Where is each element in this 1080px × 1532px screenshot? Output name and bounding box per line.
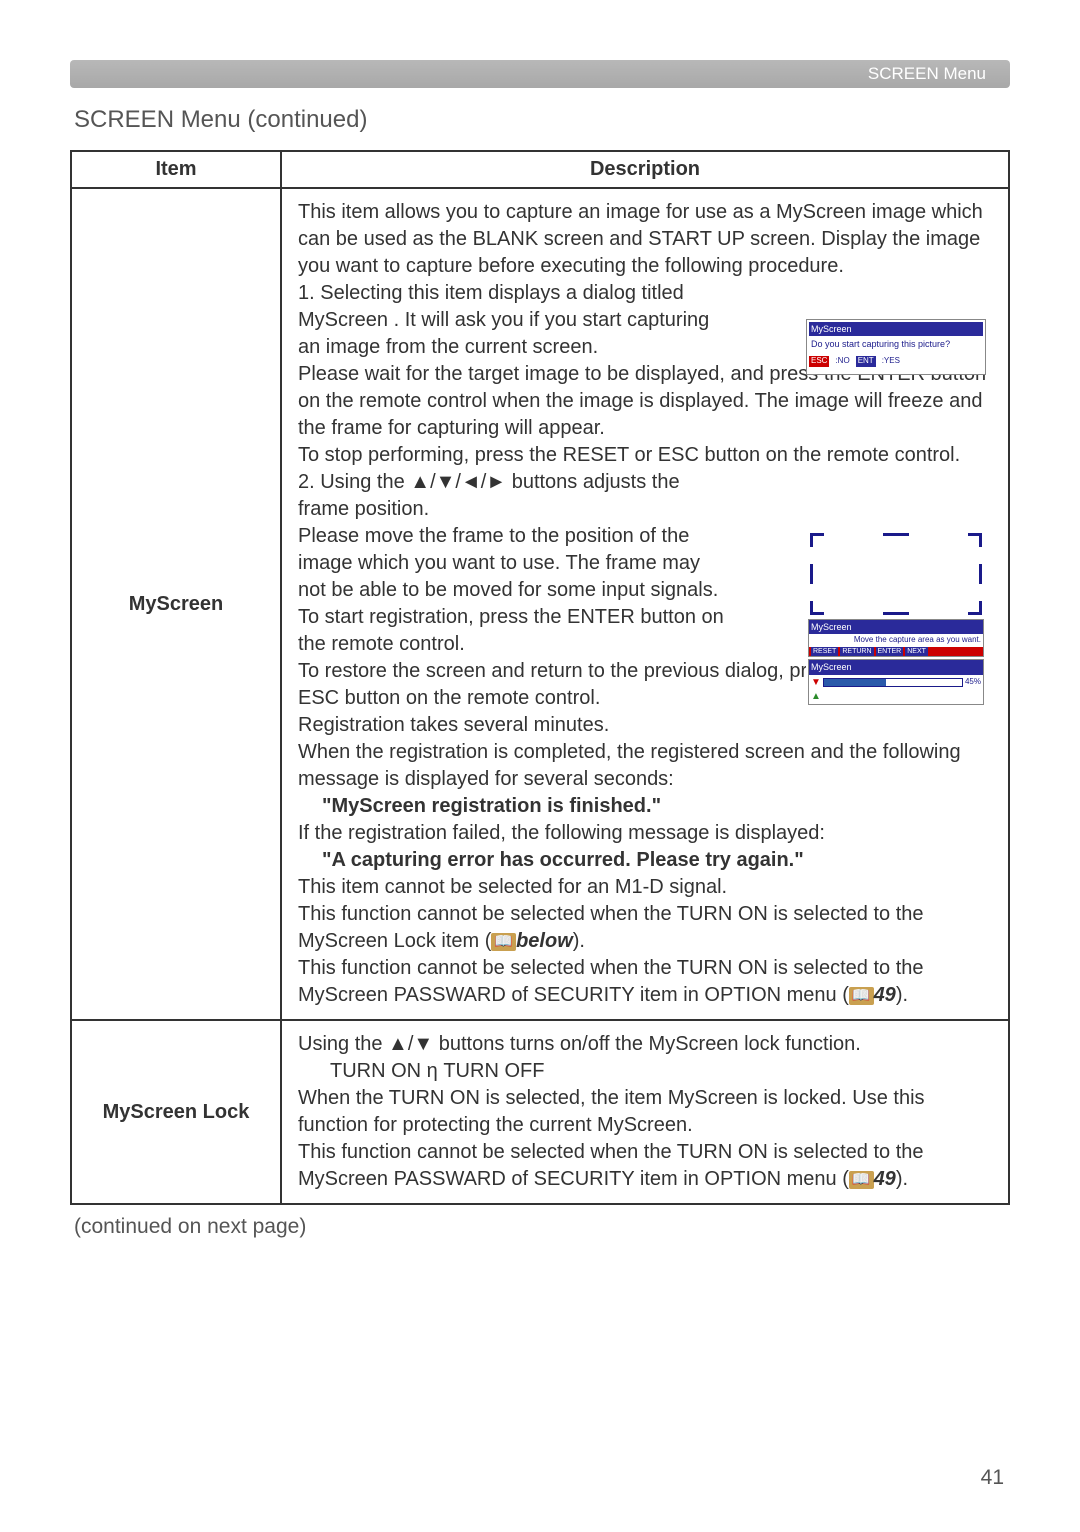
item-myscreen: MyScreen: [71, 188, 281, 1020]
no-label: :NO: [835, 356, 849, 367]
return-badge: RETURN: [840, 647, 873, 656]
yes-label: :YES: [882, 356, 900, 367]
page-number: 41: [981, 1466, 1004, 1490]
progress-pct: 45%: [965, 677, 981, 688]
desc-text: When the TURN ON is selected, the item M…: [298, 1085, 992, 1139]
dialog-body: Do you start capturing this picture?: [809, 336, 983, 352]
desc-text: This function cannot be selected when th…: [298, 1139, 992, 1193]
table-row: MyScreen This item allows you to capture…: [71, 188, 1009, 1020]
section-title: SCREEN Menu (continued): [70, 106, 1010, 134]
desc-text: This item allows you to capture an image…: [298, 199, 992, 280]
note-emph: below: [516, 930, 573, 952]
desc-myscreen-lock: Using the ▲/▼ buttons turns on/off the M…: [281, 1020, 1009, 1204]
note-span: This function cannot be selected when th…: [298, 903, 924, 952]
esc-badge: ESC: [809, 356, 829, 367]
dialog-body: Move the capture area as you want.: [809, 634, 983, 647]
reset-badge: RESET: [811, 647, 838, 656]
note-emph: 49: [874, 984, 896, 1006]
dialog-move-frame: MyScreen Move the capture area as you wa…: [808, 619, 984, 657]
dialog-title: MyScreen: [809, 660, 983, 674]
arrow-down-icon: ▼: [811, 676, 821, 690]
header-bar-text: SCREEN Menu: [868, 64, 986, 84]
desc-bold: "A capturing error has occurred. Please …: [298, 847, 992, 874]
progress-bar: [823, 678, 963, 687]
header-bar: SCREEN Menu: [70, 60, 1010, 88]
desc-text: Using the ▲/▼ buttons turns on/off the M…: [298, 1031, 992, 1058]
book-icon: 📖: [491, 933, 516, 951]
desc-text: Please move the frame to the position of…: [298, 523, 728, 604]
ent-badge: ENT: [856, 356, 876, 367]
desc-text: 2. Using the ▲/▼/◄/► buttons adjusts the…: [298, 469, 728, 523]
table-row: MyScreen Lock Using the ▲/▼ buttons turn…: [71, 1020, 1009, 1204]
note-span: ).: [573, 930, 585, 952]
book-icon: 📖: [849, 987, 874, 1005]
desc-text: To stop performing, press the RESET or E…: [298, 442, 992, 469]
desc-myscreen: This item allows you to capture an image…: [281, 188, 1009, 1020]
screen-menu-table: Item Description MyScreen This item allo…: [70, 150, 1010, 1205]
book-icon: 📖: [849, 1171, 874, 1189]
note-span: This function cannot be selected when th…: [298, 957, 924, 1006]
desc-text: This function cannot be selected when th…: [298, 955, 992, 1009]
arrow-up-icon: ▲: [811, 691, 821, 702]
dialog-title: MyScreen: [809, 322, 983, 336]
note-span: This function cannot be selected when th…: [298, 1141, 924, 1190]
desc-text: This function cannot be selected when th…: [298, 901, 992, 955]
desc-bold: "MyScreen registration is finished.": [298, 793, 992, 820]
dialog-capture-confirm: MyScreen Do you start capturing this pic…: [806, 319, 986, 375]
capture-frame-group: MyScreen Move the capture area as you wa…: [806, 529, 986, 684]
desc-text: 1. Selecting this item displays a dialog…: [298, 280, 728, 361]
continued-note: (continued on next page): [70, 1215, 1010, 1239]
col-header-item: Item: [71, 151, 281, 188]
toggle-text: TURN ON η TURN OFF: [298, 1058, 992, 1085]
desc-text: This item cannot be selected for an M1-D…: [298, 874, 992, 901]
dialog-progress: MyScreen ▼ 45% ▲: [808, 659, 984, 704]
next-badge: NEXT: [905, 647, 928, 656]
desc-text: When the registration is completed, the …: [298, 739, 992, 793]
desc-text: If the registration failed, the followin…: [298, 820, 992, 847]
note-span: ).: [896, 1168, 908, 1190]
note-span: ).: [896, 984, 908, 1006]
capture-frame: [808, 531, 984, 617]
enter-badge: ENTER: [876, 647, 904, 656]
note-emph: 49: [874, 1168, 896, 1190]
col-header-description: Description: [281, 151, 1009, 188]
dialog-title: MyScreen: [809, 620, 983, 634]
item-myscreen-lock: MyScreen Lock: [71, 1020, 281, 1204]
desc-text: To start registration, press the ENTER b…: [298, 604, 728, 658]
desc-text: Registration takes several minutes.: [298, 712, 992, 739]
